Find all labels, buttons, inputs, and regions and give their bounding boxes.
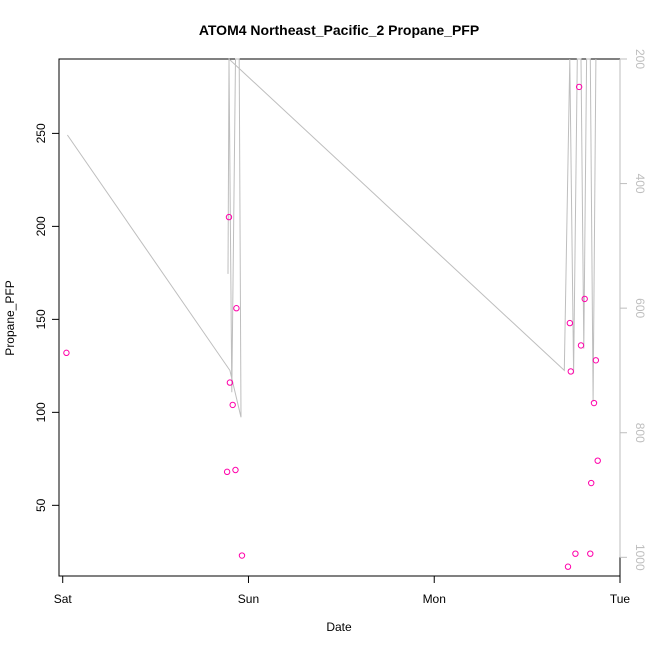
y-tick-label: 250 <box>34 123 48 143</box>
pressure-line <box>66 57 597 418</box>
data-point <box>590 399 598 407</box>
y2-tick-label: 800 <box>633 423 647 443</box>
y-tick-label: 50 <box>34 498 48 512</box>
data-point <box>592 357 600 364</box>
y-axis: 50 100 150 200 250 <box>34 123 60 512</box>
data-point <box>588 479 595 487</box>
y2-tick-label: 1000 <box>633 544 647 571</box>
y2-tick-label: 200 <box>633 49 647 69</box>
y-tick-label: 100 <box>34 402 48 422</box>
data-point <box>225 213 233 221</box>
data-point <box>226 379 234 386</box>
data-point <box>238 552 246 559</box>
chart-title: ATOM4 Northeast_Pacific_2 Propane_PFP <box>199 22 479 38</box>
data-point <box>566 319 574 327</box>
data-point <box>577 342 585 349</box>
x-tick-label: Sat <box>54 592 73 606</box>
pressure-series <box>66 57 597 418</box>
data-point <box>63 349 70 357</box>
data-point <box>575 83 583 91</box>
y-tick-label: 150 <box>34 309 48 329</box>
data-point <box>233 305 240 312</box>
x-tick-label: Mon <box>423 592 446 606</box>
data-point <box>594 457 601 464</box>
right-axis: 200 400 600 800 1000 <box>619 49 647 571</box>
x-tick-label: Tue <box>610 592 631 606</box>
data-point <box>572 550 579 557</box>
data-point <box>229 401 236 409</box>
data-point <box>564 563 572 570</box>
data-point <box>587 550 594 557</box>
data-point <box>232 466 239 474</box>
data-point <box>223 468 231 476</box>
y2-tick-label: 400 <box>633 174 647 194</box>
x-axis-label: Date <box>326 620 352 634</box>
x-axis: Sat Sun Mon Tue <box>54 575 631 606</box>
plot-frame <box>58 58 621 577</box>
y2-tick-label: 600 <box>633 298 647 318</box>
data-points <box>63 83 601 570</box>
y-tick-label: 200 <box>34 216 48 236</box>
data-point <box>567 368 574 375</box>
x-tick-label: Sun <box>238 592 259 606</box>
data-point <box>581 295 588 303</box>
y-axis-label: Propane_PFP <box>3 280 17 355</box>
